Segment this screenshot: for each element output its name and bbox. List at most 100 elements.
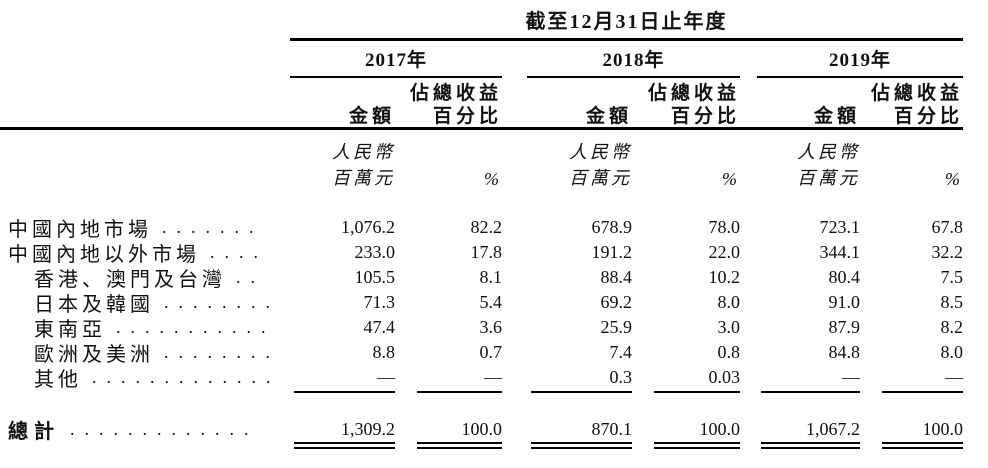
row-label-text: 東南亞 bbox=[34, 319, 106, 341]
total-label: 總計............. bbox=[0, 415, 290, 444]
percent-unit-2018: % bbox=[722, 169, 740, 189]
dot-leader: .... bbox=[210, 242, 268, 262]
amount-cell-2018: 25.9 bbox=[600, 317, 633, 337]
million-unit-2017: 百萬元 bbox=[332, 168, 395, 188]
pct-cell-2018: 0.03 bbox=[708, 367, 741, 387]
spacer-row bbox=[0, 190, 963, 213]
dot-leader: ........... bbox=[116, 317, 276, 337]
year-header-2017: 2017年 bbox=[290, 41, 502, 78]
row-label-text: 歐洲及美洲 bbox=[34, 344, 154, 366]
row-label: 其他............. bbox=[0, 363, 290, 392]
amount-header-2019: 金額 bbox=[813, 106, 860, 127]
total-amount-2018: 870.1 bbox=[591, 419, 633, 439]
amount-cell-2019: 80.4 bbox=[828, 267, 861, 287]
column-rule bbox=[882, 391, 963, 393]
dot-leader: ............. bbox=[70, 419, 259, 439]
row-label-text: 其他 bbox=[34, 369, 82, 391]
year-header-2019: 2019年 bbox=[757, 41, 963, 78]
pct-of-revenue-header-2019: 佔總收益 bbox=[870, 83, 963, 104]
amount-cell-2019: 344.1 bbox=[819, 242, 861, 262]
amount-cell-2019: 723.1 bbox=[819, 217, 861, 237]
total-double-rule bbox=[417, 442, 502, 449]
currency-unit-2018: 人民幣 bbox=[569, 142, 632, 162]
pct-cell-2017: 0.7 bbox=[479, 342, 503, 362]
total-amount-2019: 1,067.2 bbox=[806, 419, 860, 439]
pct-header-2017: 百分比 bbox=[432, 106, 502, 127]
amount-cell-2018: 7.4 bbox=[609, 342, 633, 362]
amount-cell-2017: 233.0 bbox=[354, 242, 396, 262]
total-rule-row bbox=[0, 441, 963, 453]
amount-cell-2018: 88.4 bbox=[600, 267, 633, 287]
amount-header-2017: 金額 bbox=[348, 106, 395, 127]
amount-cell-2018: 69.2 bbox=[600, 292, 633, 312]
subtotal-rule-row bbox=[0, 388, 963, 415]
table-row-china-mainland: 中國內地市場....... 1,076.2 82.2 678.9 78.0 72… bbox=[0, 213, 963, 241]
table-row-total: 總計............. 1,309.2 100.0 870.1 100.… bbox=[0, 415, 964, 444]
header-divider-row bbox=[0, 127, 963, 130]
total-amount-2017: 1,309.2 bbox=[341, 419, 395, 439]
million-unit-2019: 百萬元 bbox=[797, 168, 860, 188]
amount-cell-2017: 71.3 bbox=[363, 292, 396, 312]
dot-leader: ........ bbox=[164, 342, 280, 362]
year-header-row: 2017年 2018年 2019年 bbox=[0, 41, 963, 78]
period-title: 截至12月31日止年度 bbox=[290, 0, 963, 41]
table-row-europe-americas: 歐洲及美洲........ 8.8 0.7 7.4 0.8 84.8 8.0 bbox=[0, 338, 963, 366]
dot-leader: ....... bbox=[162, 217, 264, 237]
amount-header-2018: 金額 bbox=[585, 106, 632, 127]
pct-cell-2019: — bbox=[945, 367, 963, 387]
pct-cell-2019: 7.5 bbox=[940, 267, 964, 287]
column-rule bbox=[294, 391, 395, 393]
table-row-southeast-asia: 東南亞........... 47.4 3.6 25.9 3.0 87.9 8.… bbox=[0, 313, 963, 341]
pct-header-row1: 佔總收益 佔總收益 佔總收益 bbox=[0, 78, 963, 104]
pct-of-revenue-header-2017: 佔總收益 bbox=[409, 83, 502, 104]
amount-cell-2019: — bbox=[842, 367, 860, 387]
pct-cell-2017: 82.2 bbox=[470, 217, 503, 237]
pct-cell-2017: 5.4 bbox=[479, 292, 503, 312]
amount-cell-2018: 191.2 bbox=[591, 242, 633, 262]
pct-cell-2017: 17.8 bbox=[470, 242, 503, 262]
row-label-text: 日本及韓國 bbox=[34, 294, 154, 316]
column-rule bbox=[654, 391, 740, 393]
amount-cell-2017: — bbox=[377, 367, 395, 387]
amount-cell-2019: 91.0 bbox=[828, 292, 861, 312]
pct-cell-2019: 67.8 bbox=[931, 217, 964, 237]
total-double-rule bbox=[531, 442, 632, 449]
row-label-text: 中國內地以外市場 bbox=[8, 244, 200, 266]
row-label: 香港、澳門及台灣.. bbox=[0, 263, 290, 292]
unit-row-1: 人民幣 人民幣 人民幣 bbox=[0, 130, 963, 164]
total-pct-2017: 100.0 bbox=[461, 419, 503, 439]
million-unit-2018: 百萬元 bbox=[569, 168, 632, 188]
dot-leader: ............. bbox=[92, 367, 281, 387]
pct-cell-2018: 3.0 bbox=[717, 317, 741, 337]
column-rule bbox=[417, 391, 502, 393]
total-pct-2018: 100.0 bbox=[699, 419, 741, 439]
amount-cell-2017: 105.5 bbox=[354, 267, 396, 287]
amount-cell-2018: 0.3 bbox=[609, 367, 633, 387]
amount-cell-2017: 47.4 bbox=[363, 317, 396, 337]
pct-header-2019: 百分比 bbox=[893, 106, 963, 127]
pct-cell-2018: 8.0 bbox=[717, 292, 741, 312]
percent-unit-2019: % bbox=[945, 169, 963, 189]
total-pct-2019: 100.0 bbox=[922, 419, 964, 439]
amount-cell-2017: 8.8 bbox=[372, 342, 396, 362]
pct-cell-2017: 8.1 bbox=[479, 267, 503, 287]
pct-cell-2018: 10.2 bbox=[708, 267, 741, 287]
table-row-others: 其他............. — — 0.3 0.03 — — bbox=[0, 363, 963, 391]
currency-unit-2017: 人民幣 bbox=[332, 142, 395, 162]
row-label: 日本及韓國........ bbox=[0, 288, 290, 317]
table-row-outside-mainland: 中國內地以外市場.... 233.0 17.8 191.2 22.0 344.1… bbox=[0, 238, 963, 266]
pct-cell-2019: 8.0 bbox=[940, 342, 964, 362]
row-label-text: 中國內地市場 bbox=[8, 219, 152, 241]
period-header-row: 截至12月31日止年度 bbox=[0, 0, 963, 41]
total-double-rule bbox=[882, 442, 963, 449]
amount-cell-2017: 1,076.2 bbox=[341, 217, 395, 237]
column-rule bbox=[531, 391, 632, 393]
row-label: 中國內地以外市場.... bbox=[0, 238, 290, 267]
pct-cell-2017: 3.6 bbox=[479, 317, 503, 337]
pct-cell-2019: 8.5 bbox=[940, 292, 964, 312]
pct-cell-2018: 0.8 bbox=[717, 342, 741, 362]
currency-unit-2019: 人民幣 bbox=[797, 142, 860, 162]
pct-header-2018: 百分比 bbox=[670, 106, 740, 127]
amount-cell-2019: 87.9 bbox=[828, 317, 861, 337]
pct-cell-2019: 8.2 bbox=[940, 317, 964, 337]
